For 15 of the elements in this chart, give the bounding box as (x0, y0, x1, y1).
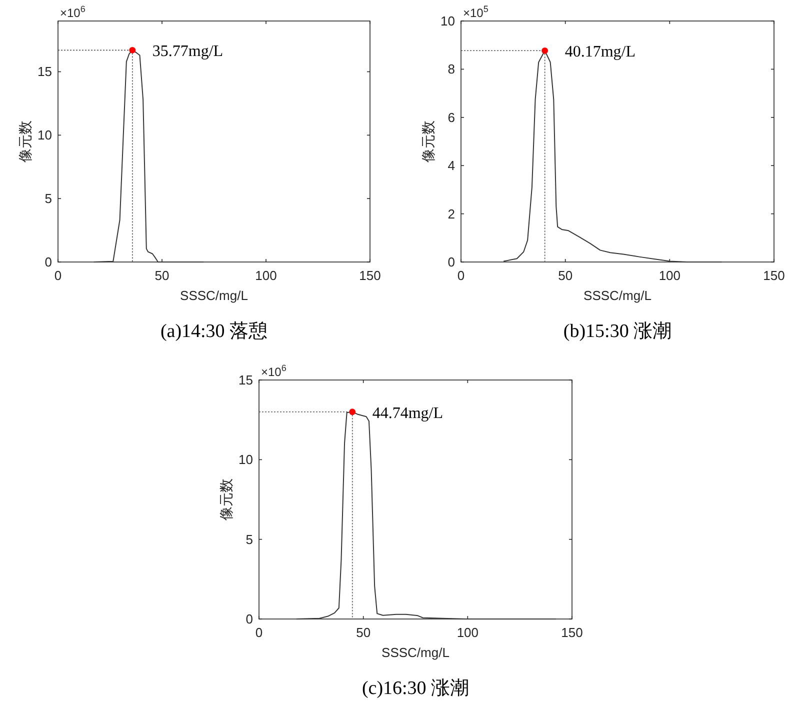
title: (a)14:30 落憩 (160, 321, 268, 342)
title: (b)15:30 涨潮 (563, 321, 672, 342)
annotation: ×10$^{6}$ (60, 4, 86, 20)
xlabel: SSSC/mg/L (180, 288, 248, 303)
xlabel: SSSC/mg/L (584, 288, 652, 303)
ylabel: 像元数 (19, 120, 34, 162)
annotation: ×10$^{5}$ (463, 4, 488, 20)
annotation: ×10$^{6}$ (261, 363, 286, 379)
xlabel: SSSC/mg/L (382, 645, 450, 660)
title: (c)16:30 涨潮 (362, 678, 470, 699)
annotation: 44.74mg/L (372, 404, 444, 422)
ylabel: 像元数 (422, 120, 437, 162)
annotation: 35.77mg/L (152, 43, 224, 60)
annotation: 40.17mg/L (564, 44, 636, 61)
ylabel: 像元数 (220, 478, 235, 520)
